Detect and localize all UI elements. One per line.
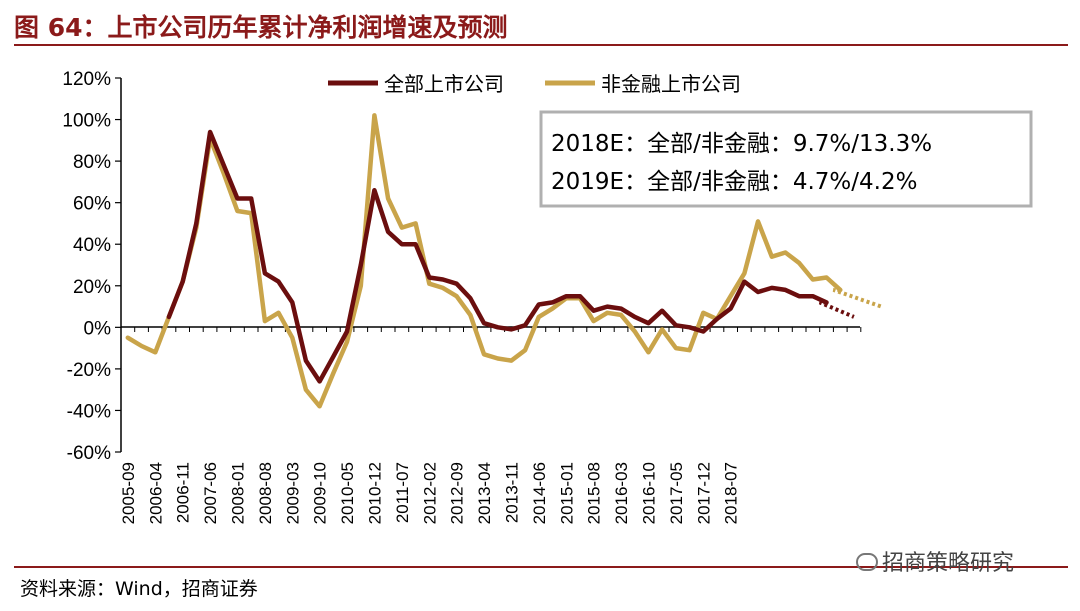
y-tick-label: 120% xyxy=(62,69,111,90)
x-tick-label: 2011-07 xyxy=(393,462,412,523)
x-tick-label: 2017-05 xyxy=(667,462,686,524)
y-tick-label: 40% xyxy=(73,235,111,256)
annotation-line: 2018E：全部/非金融：9.7%/13.3% xyxy=(551,131,932,157)
y-tick-label: -20% xyxy=(67,360,111,381)
x-tick-label: 2012-09 xyxy=(448,462,467,524)
legend-label: 全部上市公司 xyxy=(384,72,504,96)
y-tick-label: -60% xyxy=(67,443,111,464)
source-note: 资料来源：Wind，招商证券 xyxy=(20,578,258,600)
y-tick-label: 60% xyxy=(73,194,111,215)
x-tick-label: 2008-08 xyxy=(256,462,275,524)
watermark-text: 招商策略研究 xyxy=(882,551,1015,576)
legend: 全部上市公司 非金融上市公司 xyxy=(328,72,741,96)
x-tick-label: 2017-12 xyxy=(694,462,713,524)
y-tick-label: 20% xyxy=(73,277,111,298)
annotation-frame xyxy=(539,110,1033,208)
y-tick-label: 80% xyxy=(73,152,111,173)
x-tick-label: 2013-04 xyxy=(475,462,494,524)
series-line-all xyxy=(166,129,829,384)
annotation-line: 2019E：全部/非金融：4.7%/4.2% xyxy=(551,169,917,195)
y-tick-label: 100% xyxy=(62,111,111,132)
x-tick-label: 2010-05 xyxy=(338,462,357,524)
x-tick-label: 2015-08 xyxy=(585,462,604,524)
x-tick-label: 2008-01 xyxy=(228,462,247,524)
x-tick-label: 2013-11 xyxy=(502,462,521,523)
x-tick-label: 2015-01 xyxy=(557,462,576,524)
footer-divider xyxy=(14,566,1068,568)
series-forecast-all xyxy=(818,300,855,319)
x-tick-label: 2012-02 xyxy=(420,462,439,524)
x-tick-label: 2016-03 xyxy=(612,462,631,524)
x-axis-ticks: 2005-09 2006-04 2006-11 2007-06 2008-01 2008-… xyxy=(119,327,862,524)
legend-label: 非金融上市公司 xyxy=(601,72,741,96)
title-divider xyxy=(14,44,1068,46)
x-tick-label: 2010-12 xyxy=(365,462,384,524)
y-tick-label: 0% xyxy=(84,318,112,339)
series-line-nonfin xyxy=(125,113,843,409)
x-tick-label: 2007-06 xyxy=(201,462,220,524)
x-tick-label: 2005-09 xyxy=(119,462,138,524)
x-tick-label: 2014-06 xyxy=(530,462,549,524)
page-title: 图 64：上市公司历年累计净利润增速及预测 xyxy=(14,13,508,42)
chat-icon xyxy=(856,553,878,571)
y-axis-ticks: 120% 100% 80% 60% 40% 20% 0% -20% -40% -60% xyxy=(62,69,121,464)
y-tick-label: -40% xyxy=(67,401,111,422)
watermark: 招商策略研究 xyxy=(856,545,1014,577)
x-tick-label: 2016-10 xyxy=(639,462,658,524)
x-tick-label: 2006-11 xyxy=(174,462,193,523)
x-tick-label: 2018-07 xyxy=(722,462,741,524)
x-tick-label: 2009-10 xyxy=(311,462,330,524)
x-tick-label: 2006-04 xyxy=(146,462,165,524)
series-forecast-nonfin xyxy=(832,287,882,309)
x-tick-label: 2009-03 xyxy=(283,462,302,524)
annotation-box: 2018E：全部/非金融：9.7%/13.3% 2019E：全部/非金融：4.7%… xyxy=(539,110,1033,208)
